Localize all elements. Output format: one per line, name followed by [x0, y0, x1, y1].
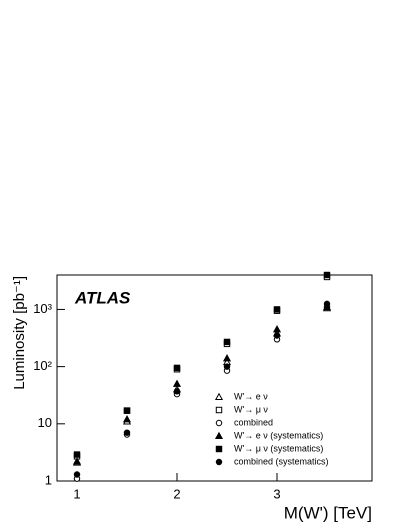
marker [123, 407, 131, 414]
y-tick-label: 10² [33, 358, 52, 373]
marker [323, 300, 331, 308]
legend-marker [214, 392, 224, 401]
legend-marker [215, 445, 223, 453]
marker [72, 457, 82, 465]
legend-marker [215, 419, 223, 427]
legend-marker [215, 458, 223, 466]
marker [73, 451, 81, 458]
x-axis-label: M(W') [TeV] [284, 503, 372, 522]
x-tick-label: 1 [73, 486, 80, 501]
marker [173, 388, 181, 395]
x-tick-label: 2 [173, 486, 180, 501]
marker [123, 429, 131, 436]
marker [222, 354, 232, 362]
legend-label: combined [234, 417, 273, 427]
marker [122, 415, 132, 423]
y-tick-label: 10³ [33, 301, 52, 316]
marker [223, 363, 231, 370]
legend-label: W'→ e ν (systematics) [234, 430, 323, 440]
marker [323, 271, 331, 279]
legend-label: W'→ μ ν [234, 404, 268, 414]
marker [172, 379, 182, 387]
legend-marker [215, 406, 223, 414]
x-tick-label: 3 [273, 486, 280, 501]
legend-label: combined (systematics) [234, 456, 329, 466]
y-tick-label: 10 [38, 415, 52, 430]
plot-frame [56, 274, 373, 482]
marker [273, 332, 281, 339]
marker [272, 325, 282, 333]
marker [273, 306, 281, 313]
marker [173, 364, 181, 372]
marker [223, 338, 231, 346]
marker [73, 471, 81, 478]
y-axis-label: Luminosity [pb⁻¹] [11, 276, 28, 390]
legend-marker [214, 431, 224, 440]
legend-label: W'→ e ν [234, 391, 268, 401]
y-tick-label: 1 [45, 472, 52, 487]
legend-label: W'→ μ ν (systematics) [234, 443, 323, 453]
atlas-label: ATLAS [74, 288, 131, 307]
